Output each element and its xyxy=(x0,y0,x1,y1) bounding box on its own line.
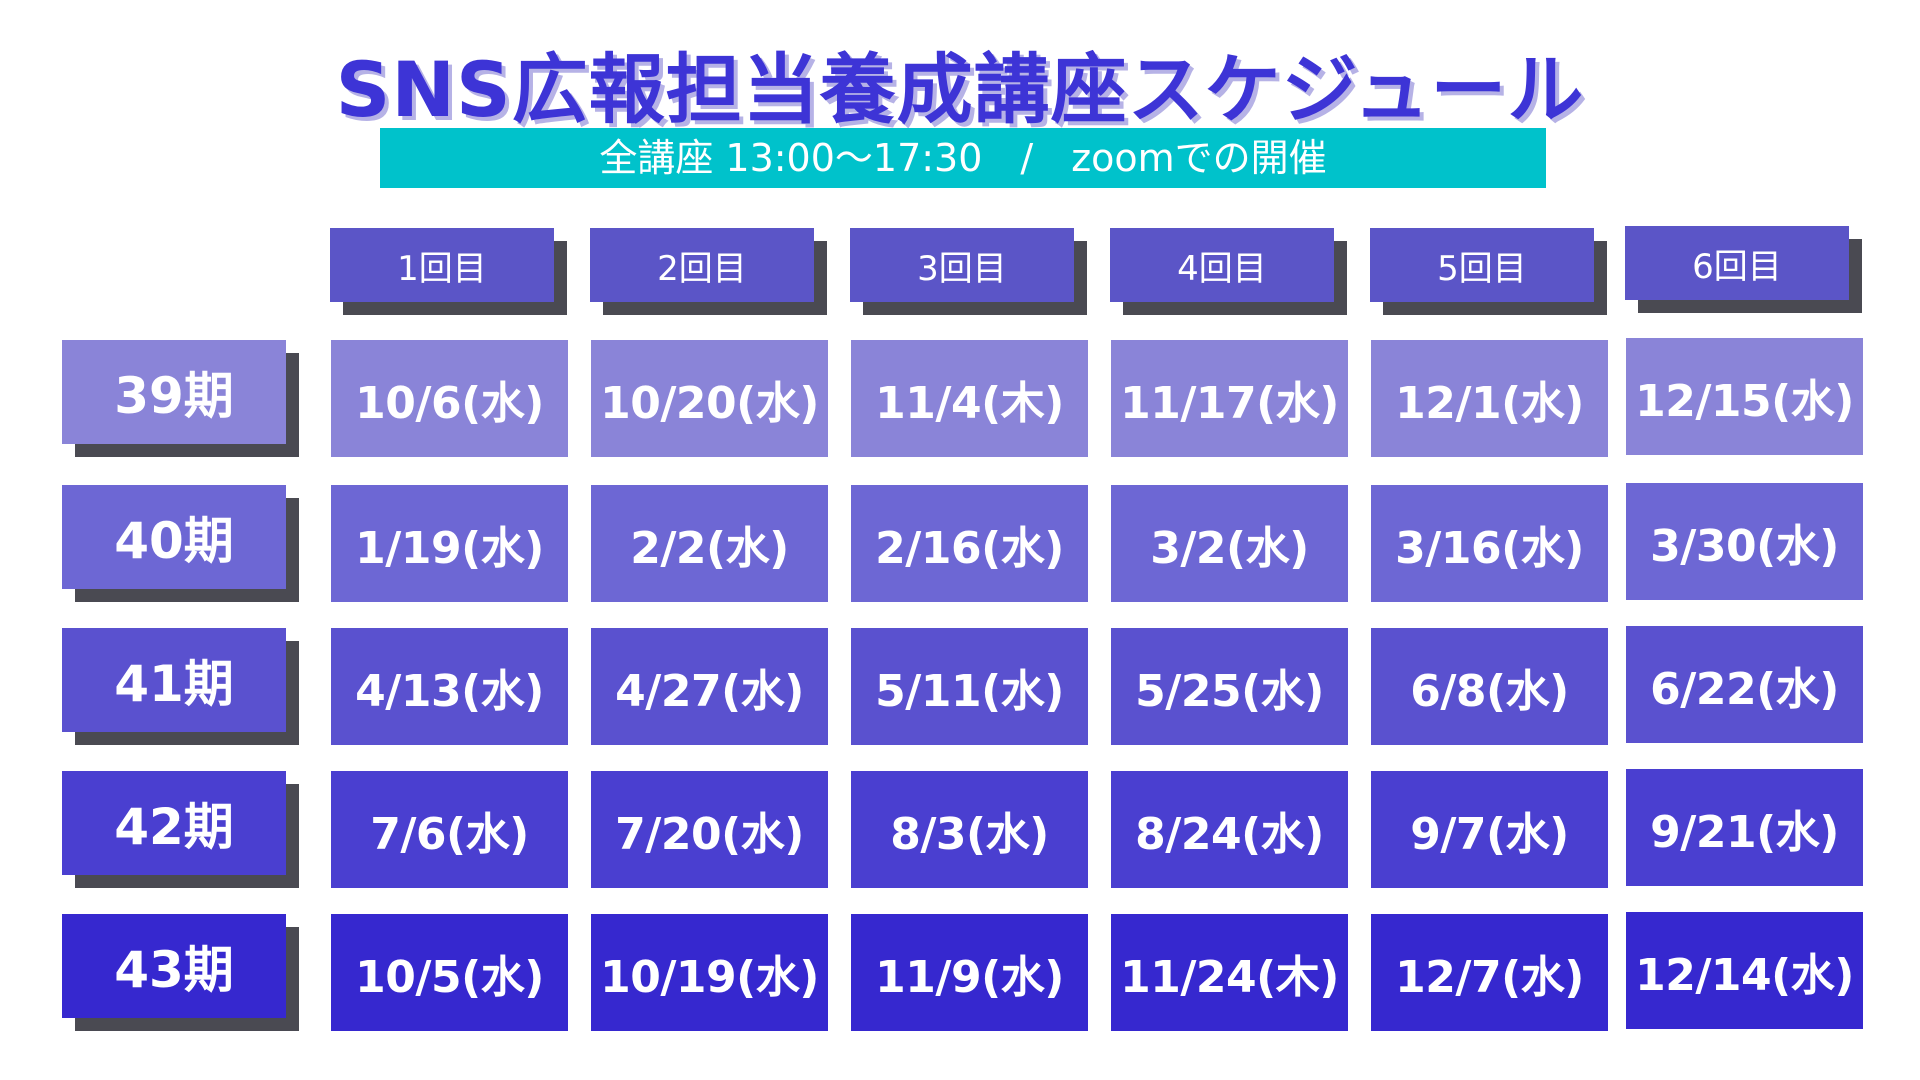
date-cell: 7/6(水) xyxy=(331,771,568,888)
row-header-41: 41期 xyxy=(62,628,286,732)
date-cell: 11/9(水) xyxy=(851,914,1088,1031)
date-cell: 10/20(水) xyxy=(591,340,828,457)
date-cell: 2/2(水) xyxy=(591,485,828,602)
date-cell: 6/22(水) xyxy=(1626,626,1863,743)
date-cell: 9/7(水) xyxy=(1371,771,1608,888)
date-cell: 10/6(水) xyxy=(331,340,568,457)
page-title: SNS広報担当養成講座スケジュール xyxy=(335,45,1585,134)
date-cell: 1/19(水) xyxy=(331,485,568,602)
date-cell: 3/30(水) xyxy=(1626,483,1863,600)
date-cell: 12/7(水) xyxy=(1371,914,1608,1031)
column-header-1: 1回目 xyxy=(330,228,554,302)
row-header-39: 39期 xyxy=(62,340,286,444)
date-cell: 8/24(水) xyxy=(1111,771,1348,888)
date-cell: 4/27(水) xyxy=(591,628,828,745)
date-cell: 12/14(水) xyxy=(1626,912,1863,1029)
date-cell: 12/15(水) xyxy=(1626,338,1863,455)
date-cell: 3/2(水) xyxy=(1111,485,1348,602)
row-header-43: 43期 xyxy=(62,914,286,1018)
date-cell: 10/19(水) xyxy=(591,914,828,1031)
date-cell: 10/5(水) xyxy=(331,914,568,1031)
column-header-5: 5回目 xyxy=(1370,228,1594,302)
date-cell: 5/25(水) xyxy=(1111,628,1348,745)
date-cell: 4/13(水) xyxy=(331,628,568,745)
subtitle-banner: 全講座 13:00〜17:30 / zoomでの開催 xyxy=(380,128,1546,188)
column-header-4: 4回目 xyxy=(1110,228,1334,302)
date-cell: 7/20(水) xyxy=(591,771,828,888)
date-cell: 5/11(水) xyxy=(851,628,1088,745)
date-cell: 11/17(水) xyxy=(1111,340,1348,457)
date-cell: 3/16(水) xyxy=(1371,485,1608,602)
column-header-3: 3回目 xyxy=(850,228,1074,302)
column-header-6: 6回目 xyxy=(1625,226,1849,300)
date-cell: 11/24(木) xyxy=(1111,914,1348,1031)
row-header-42: 42期 xyxy=(62,771,286,875)
date-cell: 8/3(水) xyxy=(851,771,1088,888)
date-cell: 12/1(水) xyxy=(1371,340,1608,457)
row-header-40: 40期 xyxy=(62,485,286,589)
column-header-2: 2回目 xyxy=(590,228,814,302)
date-cell: 9/21(水) xyxy=(1626,769,1863,886)
date-cell: 11/4(木) xyxy=(851,340,1088,457)
date-cell: 6/8(水) xyxy=(1371,628,1608,745)
date-cell: 2/16(水) xyxy=(851,485,1088,602)
